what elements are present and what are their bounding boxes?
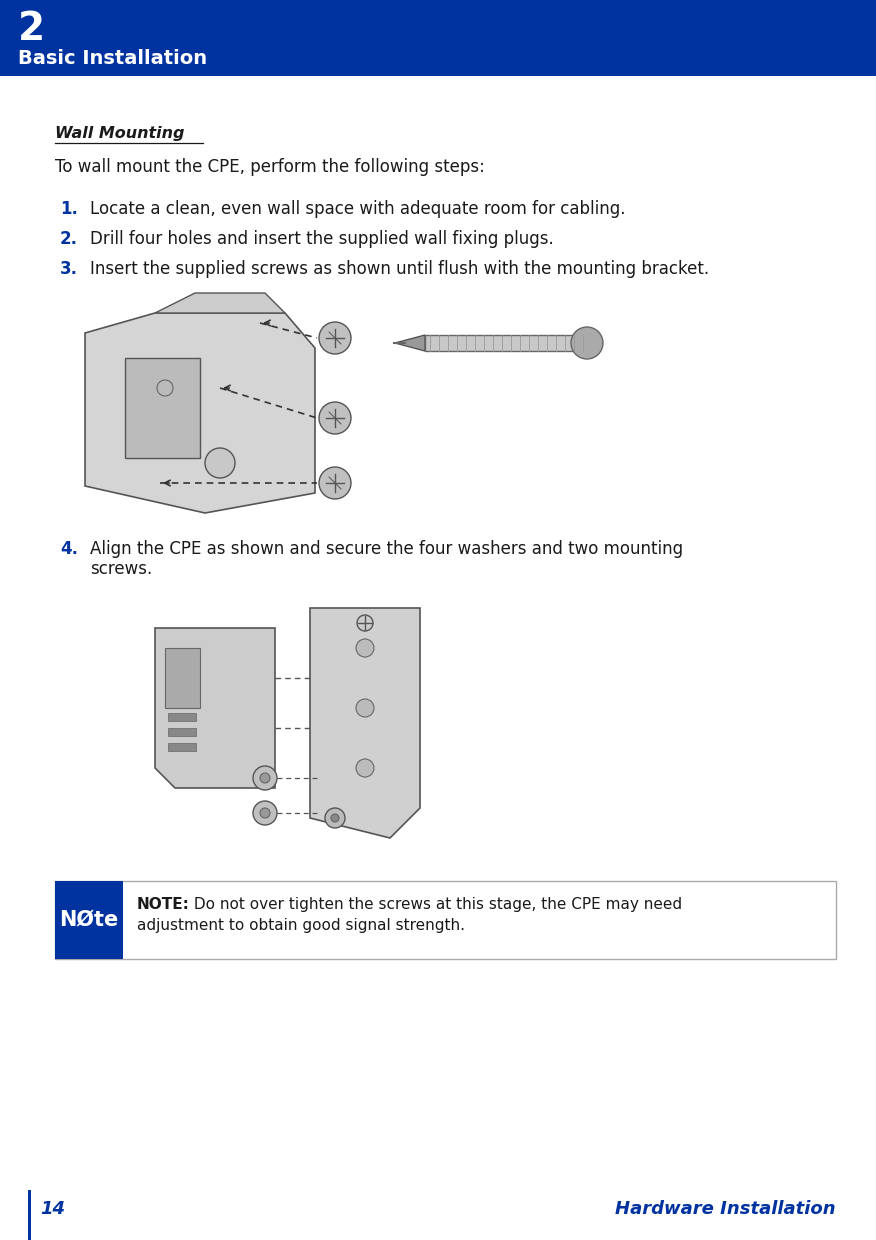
- Bar: [165, 649, 200, 708]
- Ellipse shape: [325, 808, 345, 828]
- Circle shape: [253, 766, 277, 790]
- Ellipse shape: [331, 813, 339, 822]
- Bar: [125, 358, 200, 458]
- Circle shape: [253, 801, 277, 825]
- Text: screws.: screws.: [90, 560, 152, 578]
- Text: 4.: 4.: [60, 539, 78, 558]
- Polygon shape: [310, 608, 420, 838]
- Text: NOTE:: NOTE:: [137, 897, 190, 911]
- Text: Drill four holes and insert the supplied wall fixing plugs.: Drill four holes and insert the supplied…: [90, 229, 554, 248]
- Bar: [168, 713, 196, 720]
- Text: 14: 14: [40, 1200, 65, 1218]
- Text: Insert the supplied screws as shown until flush with the mounting bracket.: Insert the supplied screws as shown unti…: [90, 260, 710, 278]
- Text: adjustment to obtain good signal strength.: adjustment to obtain good signal strengt…: [137, 918, 465, 932]
- Text: Basic Installation: Basic Installation: [18, 50, 207, 68]
- Circle shape: [319, 467, 351, 498]
- Circle shape: [356, 699, 374, 717]
- Circle shape: [157, 379, 173, 396]
- Circle shape: [356, 759, 374, 777]
- Text: 1.: 1.: [60, 200, 78, 218]
- Polygon shape: [85, 312, 315, 513]
- Polygon shape: [155, 627, 275, 787]
- Bar: [168, 743, 196, 751]
- Text: 2: 2: [18, 10, 46, 48]
- Text: Align the CPE as shown and secure the four washers and two mounting: Align the CPE as shown and secure the fo…: [90, 539, 683, 558]
- Bar: [0, 0, 876, 76]
- Text: Wall Mounting: Wall Mounting: [55, 126, 185, 141]
- Ellipse shape: [571, 327, 603, 360]
- Text: 2.: 2.: [60, 229, 78, 248]
- Bar: [28, 1190, 31, 1240]
- Text: Locate a clean, even wall space with adequate room for cabling.: Locate a clean, even wall space with ade…: [90, 200, 625, 218]
- Bar: [55, 880, 123, 959]
- Text: Hardware Installation: Hardware Installation: [615, 1200, 836, 1218]
- Text: To wall mount the CPE, perform the following steps:: To wall mount the CPE, perform the follo…: [55, 157, 485, 176]
- Circle shape: [356, 639, 374, 657]
- Bar: [55, 880, 836, 959]
- Text: 3.: 3.: [60, 260, 78, 278]
- Circle shape: [357, 615, 373, 631]
- Text: Do not over tighten the screws at this stage, the CPE may need: Do not over tighten the screws at this s…: [189, 897, 682, 911]
- Polygon shape: [155, 293, 285, 312]
- Circle shape: [319, 322, 351, 353]
- Bar: [168, 728, 196, 737]
- Text: NØte: NØte: [60, 910, 118, 930]
- Circle shape: [260, 773, 270, 782]
- Circle shape: [260, 808, 270, 818]
- Polygon shape: [395, 335, 425, 351]
- Circle shape: [319, 402, 351, 434]
- Circle shape: [205, 448, 235, 477]
- Bar: [425, 335, 585, 351]
